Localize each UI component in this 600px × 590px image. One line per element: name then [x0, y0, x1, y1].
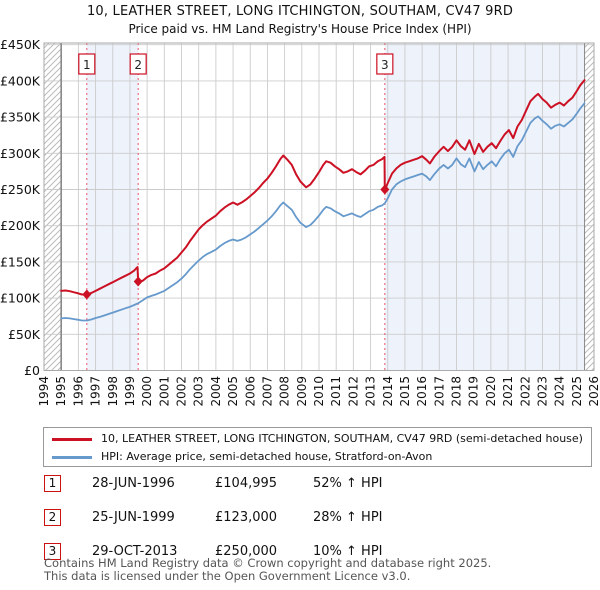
license-footer: Contains HM Land Registry data © Crown c… — [44, 557, 600, 583]
legend-item-price-paid: 10, LEATHER STREET, LONG ITCHINGTON, SOU… — [44, 430, 591, 448]
price-paid-line — [60, 79, 586, 296]
sale-date: 25-JUN-1999 — [92, 510, 175, 525]
table-row: 3 29-OCT-2013 £250,000 10% ↑ HPI — [0, 543, 600, 563]
x-tick-label: 1998 — [106, 376, 120, 407]
x-tick-label: 2004 — [209, 376, 223, 407]
sale-marker-label: 1 — [83, 58, 91, 72]
footer-line: Contains HM Land Registry data © Crown c… — [44, 556, 492, 570]
x-tick-label: 2025 — [570, 376, 584, 407]
sale-hpi-delta: 52% ↑ HPI — [313, 476, 383, 491]
y-tick-label: £100K — [0, 291, 41, 306]
x-tick-label: 2012 — [346, 376, 360, 407]
sale-price: £104,995 — [215, 476, 278, 491]
shaded-regions — [86, 43, 585, 371]
x-tick-label: 2015 — [398, 376, 412, 407]
y-tick-label: £300K — [0, 146, 41, 161]
sale-price: £123,000 — [215, 510, 278, 525]
x-tick-label: 2017 — [432, 376, 446, 407]
y-tick-label: £0 — [24, 363, 40, 378]
x-tick-label: 2010 — [312, 376, 326, 407]
sale-hpi-delta: 28% ↑ HPI — [313, 510, 383, 525]
x-tick-label: 2024 — [553, 376, 567, 407]
x-tick-label: 2008 — [278, 376, 292, 407]
x-tick-label: 2022 — [518, 376, 532, 407]
legend-label: 10, LEATHER STREET, LONG ITCHINGTON, SOU… — [101, 432, 583, 445]
x-tick-label: 2009 — [295, 376, 309, 407]
y-tick-label: £150K — [0, 254, 41, 269]
x-tick-label: 2023 — [535, 376, 549, 407]
x-tick-label: 1999 — [123, 376, 137, 407]
x-tick-label: 2003 — [192, 376, 206, 407]
x-tick-label: 1996 — [71, 376, 85, 407]
chart-legend: 10, LEATHER STREET, LONG ITCHINGTON, SOU… — [43, 427, 592, 467]
y-tick-label: £450K — [0, 38, 41, 52]
x-tick-label: 2016 — [415, 376, 429, 407]
price-chart: 1 2 3£0£50K£100K£150K£200K£250K£300K£350K£… — [0, 38, 600, 407]
sale-marker-label-box — [129, 53, 147, 75]
sale-number-badge: 2 — [44, 509, 61, 526]
hatched-regions — [44, 43, 594, 371]
x-tick-label: 2006 — [243, 376, 257, 407]
x-tick-label: 2021 — [501, 376, 515, 407]
table-row: 1 28-JUN-1996 £104,995 52% ↑ HPI — [0, 475, 600, 495]
sale-hpi-delta: 10% ↑ HPI — [313, 544, 383, 559]
x-tick-label: 2005 — [226, 376, 240, 407]
hpi-line — [60, 102, 586, 322]
page-title: 10, LEATHER STREET, LONG ITCHINGTON, SOU… — [86, 4, 514, 19]
page-subtitle: Price paid vs. HM Land Registry's House … — [128, 22, 472, 36]
y-tick-label: £350K — [0, 110, 41, 125]
sale-marker-diamond — [82, 289, 92, 300]
red-line-swatch-icon — [52, 438, 92, 441]
x-tick-label: 2011 — [329, 376, 343, 407]
sale-marker-label: 2 — [134, 58, 142, 72]
x-tick-label: 2019 — [467, 376, 481, 407]
x-tick-label: 2014 — [381, 376, 395, 407]
sale-marker-diamond — [380, 184, 390, 195]
y-tick-label: £250K — [0, 182, 41, 197]
sale-number-badge: 1 — [44, 475, 61, 492]
x-tick-label: 2007 — [260, 376, 274, 407]
sale-marker-label-box — [78, 53, 96, 75]
table-row: 2 25-JUN-1999 £123,000 28% ↑ HPI — [0, 509, 600, 529]
x-tick-label: 2020 — [484, 376, 498, 407]
y-tick-label: £200K — [0, 218, 41, 233]
sale-number-badge: 3 — [44, 543, 61, 560]
x-tick-label: 2018 — [450, 376, 464, 407]
y-tick-label: £400K — [0, 73, 41, 88]
legend-item-hpi: HPI: Average price, semi-detached house,… — [44, 448, 591, 466]
x-tick-label: 2002 — [175, 376, 189, 407]
sale-date: 29-OCT-2013 — [92, 544, 178, 559]
x-tick-label: 2013 — [364, 376, 378, 407]
y-tick-label: £50K — [8, 327, 41, 342]
x-axis-labels: 1994 1995 1996 1997 1998 1999 2000 2001 2002 2003… — [37, 376, 600, 407]
x-tick-label: 2026 — [587, 376, 600, 407]
x-tick-label: 1994 — [37, 376, 51, 407]
y-axis-labels: £0 £50K £100K £150K £200K £250K £300K £350K £400… — [0, 38, 41, 378]
x-tick-label: 1997 — [89, 376, 103, 407]
legend-label: HPI: Average price, semi-detached house,… — [101, 450, 433, 463]
sale-marker-label-box — [376, 53, 394, 75]
sale-marker-diamond — [133, 276, 143, 287]
blue-line-swatch-icon — [52, 456, 92, 459]
sale-marker-label: 3 — [381, 58, 389, 72]
sale-price: £250,000 — [215, 544, 278, 559]
sale-date: 28-JUN-1996 — [92, 476, 175, 491]
x-tick-label: 1995 — [54, 376, 68, 407]
x-tick-label: 2001 — [157, 376, 171, 407]
footer-line: This data is licensed under the Open Gov… — [44, 569, 411, 583]
plot-border — [43, 42, 595, 371]
x-tick-label: 2000 — [140, 376, 154, 407]
